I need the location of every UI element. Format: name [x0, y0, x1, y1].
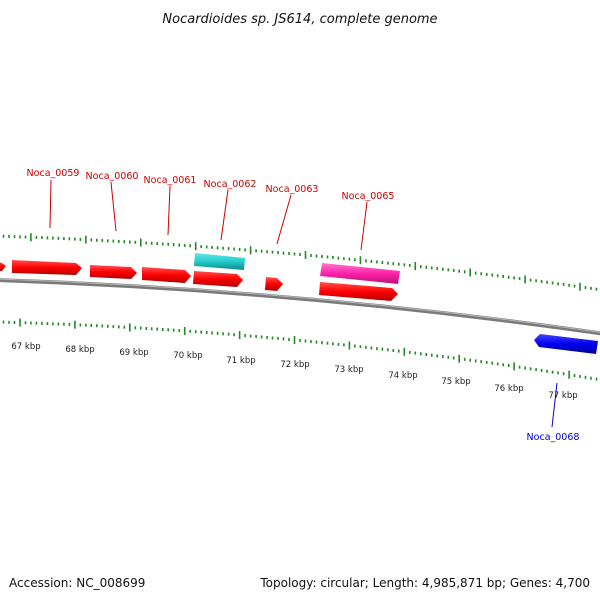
gene-feature-noca-0063 [265, 277, 283, 291]
scale-label: 77 kbp [548, 391, 577, 401]
gene-feature-noca-0059 [12, 260, 82, 275]
scale-label: 72 kbp [280, 360, 309, 370]
scale-label: 68 kbp [65, 345, 94, 355]
scale-labels: 67 kbp 68 kbp 69 kbp 70 kbp 71 kbp 72 kb… [11, 342, 577, 401]
leader-line-noca-0063 [276, 194, 292, 245]
scale-label: 73 kbp [334, 365, 363, 375]
map-title: Nocardioides sp. JS614, complete genome [162, 12, 437, 27]
gene-feature-noca-0061 [142, 267, 191, 283]
scale-label: 75 kbp [441, 377, 470, 387]
gene-feature-noca-0062 [194, 253, 245, 270]
scale-label: 69 kbp [119, 348, 148, 358]
leader-line-noca-0068 [551, 382, 558, 428]
leader-line-noca-0059 [49, 179, 52, 229]
gene-label-noca-0062: Noca_0062 [204, 179, 257, 190]
gene-feature-noca-0060 [90, 265, 137, 279]
gene-label-noca-0063: Noca_0063 [266, 184, 319, 195]
gene-label-noca-0060: Noca_0060 [86, 171, 139, 182]
forward-tick-ruler [2, 233, 598, 291]
gene-feature-left-edge [0, 262, 6, 271]
topology-text: Topology: circular; Length: 4,985,871 bp… [259, 576, 590, 590]
leader-line-noca-0060 [110, 181, 117, 232]
gene-feature-noca-0065 [320, 263, 400, 284]
scale-label: 74 kbp [388, 371, 417, 381]
genome-backbone [0, 278, 600, 336]
gene-feature-noca-0062-cds [193, 271, 243, 287]
leader-line-noca-0062 [220, 189, 229, 241]
scale-tick-ruler [2, 318, 598, 381]
gene-label-noca-0061: Noca_0061 [144, 175, 197, 186]
gene-label-noca-0068: Noca_0068 [527, 432, 580, 443]
scale-label: 71 kbp [226, 356, 255, 366]
gene-label-noca-0059: Noca_0059 [27, 168, 80, 179]
leader-line-noca-0065 [360, 201, 368, 251]
accession-text: Accession: NC_008699 [9, 576, 145, 590]
leader-line-noca-0061 [167, 185, 171, 236]
gene-label-noca-0065: Noca_0065 [342, 191, 395, 202]
gene-feature-noca-0065-cds [319, 282, 398, 301]
genome-backbone-highlight [0, 278, 600, 333]
scale-label: 67 kbp [11, 342, 40, 352]
gene-feature-noca-0068 [534, 334, 598, 354]
scale-label: 76 kbp [494, 384, 523, 394]
scale-label: 70 kbp [173, 351, 202, 361]
